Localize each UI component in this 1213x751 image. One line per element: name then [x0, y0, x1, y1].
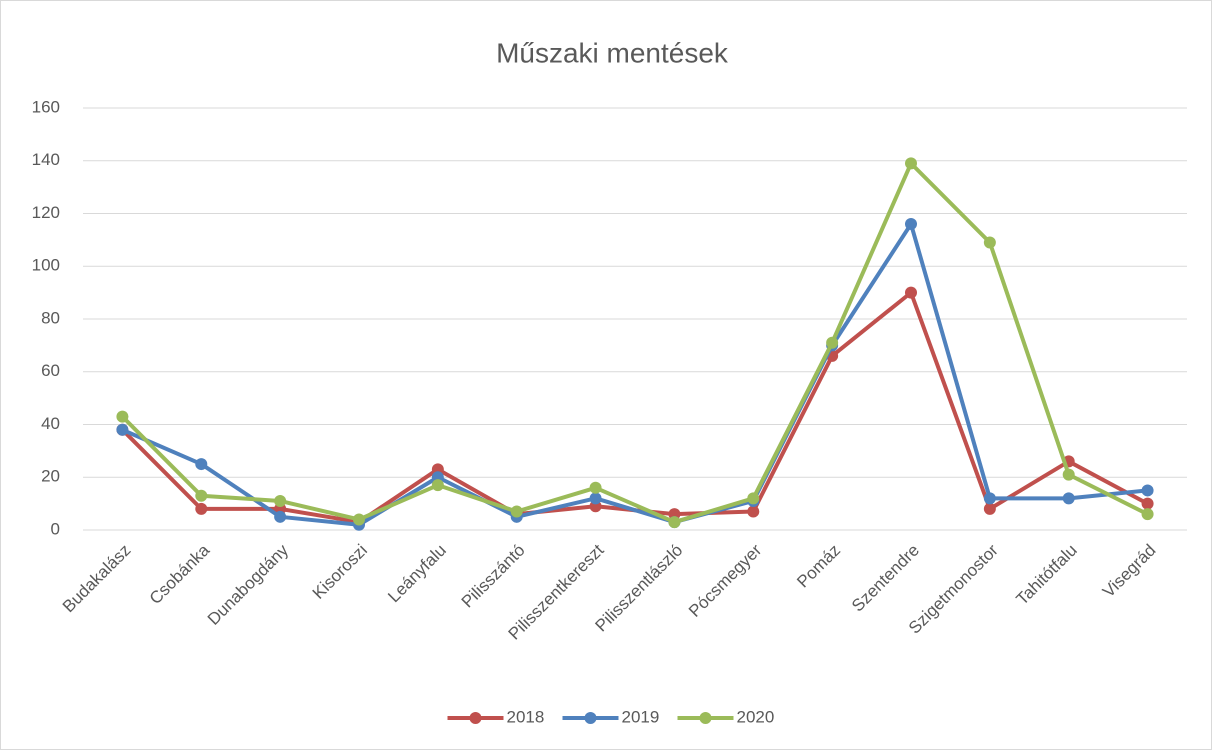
y-tick-label: 100: [32, 256, 60, 275]
legend-marker: [469, 712, 482, 724]
y-tick-label: 140: [32, 150, 60, 169]
point: [905, 286, 917, 299]
legend-label: 2019: [622, 707, 660, 726]
y-tick-label: 60: [41, 361, 60, 380]
point: [274, 494, 287, 507]
series-line: [121, 222, 1148, 527]
point: [1141, 484, 1154, 497]
legend-label: 2018: [507, 707, 545, 726]
point: [668, 516, 681, 529]
point: [274, 510, 287, 523]
point: [353, 513, 365, 526]
y-tick-label: 40: [41, 414, 60, 433]
y-tick-label: 120: [32, 203, 60, 222]
series-line: [121, 161, 1149, 525]
point: [747, 505, 760, 518]
point: [116, 410, 129, 423]
point: [510, 505, 523, 518]
point: [589, 492, 602, 505]
point: [431, 479, 444, 492]
y-tick-label: 160: [32, 97, 60, 116]
point: [1141, 497, 1154, 510]
legend-marker: [699, 712, 712, 724]
point: [195, 489, 208, 502]
chart-title: Műszaki mentések: [496, 37, 729, 68]
point: [1062, 492, 1075, 505]
point: [983, 492, 996, 505]
point: [116, 423, 129, 436]
legend-label: 2020: [737, 707, 775, 726]
point: [983, 236, 996, 249]
point: [747, 492, 760, 505]
point: [905, 157, 917, 170]
point: [905, 218, 917, 231]
point: [1062, 468, 1075, 481]
point: [589, 481, 602, 494]
y-tick-label: 0: [51, 519, 60, 538]
point: [826, 336, 839, 349]
y-tick-label: 80: [41, 308, 60, 327]
point: [195, 502, 208, 515]
point: [195, 458, 208, 471]
y-tick-label: 20: [41, 467, 60, 486]
point: [983, 502, 996, 515]
legend-marker: [584, 712, 597, 724]
point: [1141, 508, 1154, 521]
